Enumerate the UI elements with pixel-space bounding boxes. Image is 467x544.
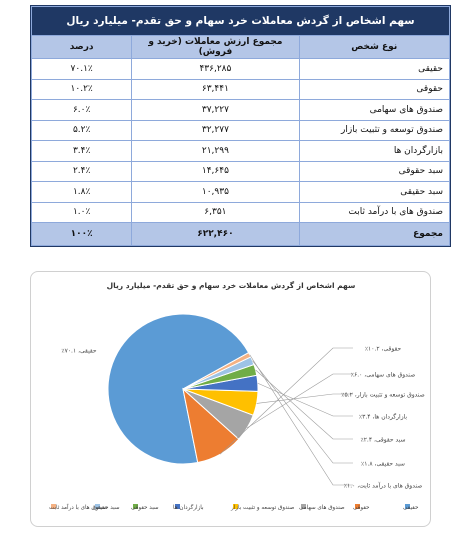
table-row: ۲.۴٪ ۱۴,۶۴۵ سبد حقوقی (30, 160, 450, 182)
legend-label: حقیقی (403, 505, 419, 511)
header-value: مجموع ارزش معاملات (خرید و فروش) (131, 35, 300, 59)
data-label: سبد حقیقی، ۱.۸٪ (361, 461, 405, 468)
table-body: ۷۰.۱٪ ۴۳۶,۲۸۵ حقیقی ۱۰.۲٪ ۶۳,۴۴۱ حقوقی ۶… (30, 58, 450, 246)
leader-line (255, 369, 353, 440)
legend-label: حقوقی (353, 505, 370, 511)
legend-item: صندوق های با درآمد ثابت (49, 504, 108, 511)
cell-type: صندوق توسعه و تثبیت بازار (298, 119, 450, 141)
legend-label: سبد حقوقی (131, 505, 159, 511)
legend-swatch (133, 504, 138, 509)
cell-value: ۴۳۶,۲۸۵ (131, 58, 300, 80)
legend-swatch (405, 504, 410, 509)
legend-item: بازارگردان ها (173, 503, 204, 511)
legend-swatch (95, 504, 100, 509)
chart-title: سهم اشخاص از گردش معاملات خرد سهام و حق … (107, 281, 356, 290)
cell-value: ۶۳,۴۴۱ (131, 78, 300, 100)
cell-percent: ۵.۲٪ (30, 119, 133, 141)
legend-swatch (51, 504, 56, 509)
pie-slice (107, 313, 250, 465)
cell-value: ۱۰,۹۳۵ (131, 181, 300, 203)
leader-line (256, 393, 353, 404)
legend-label: صندوق توسعه و تثبیت بازار (230, 505, 295, 511)
cell-type: حقیقی (298, 58, 450, 80)
legend-label: صندوق های با درآمد ثابت (49, 504, 108, 511)
table-row: ۶.۰٪ ۳۷,۲۲۷ صندوق های سهامی (30, 99, 450, 121)
data-label: سبد حقوقی، ۲.۴٪ (360, 437, 405, 444)
cell-percent: ۶.۰٪ (30, 99, 133, 121)
total-label: مجموع (298, 222, 450, 246)
data-label: بازارگردان ها، ۳.۴٪ (359, 413, 408, 421)
cell-percent: ۱.۸٪ (30, 181, 133, 203)
pie-chart: سهم اشخاص از گردش معاملات خرد سهام و حق … (49, 281, 425, 511)
header-type: نوع شخص (298, 35, 450, 59)
leader-line (246, 373, 353, 429)
table-row: ۱۰.۲٪ ۶۳,۴۴۱ حقوقی (30, 78, 450, 100)
leader-line (257, 383, 353, 417)
table-total-row: ۱۰۰٪ ۶۲۲,۴۶۰ مجموع (30, 222, 450, 246)
legend-swatch (355, 504, 360, 509)
legend-item: صندوق های سهامی (299, 504, 345, 511)
legend-swatch (233, 504, 238, 509)
data-label: صندوق های سهامی، ۶.۰٪ (351, 372, 415, 379)
header-percent: درصد (30, 35, 133, 59)
cell-type: صندوق های سهامی (298, 99, 450, 121)
cell-value: ۳۲,۲۷۷ (131, 119, 300, 141)
cell-percent: ۱.۰٪ (30, 201, 133, 223)
table-row: ۵.۲٪ ۳۲,۲۷۷ صندوق توسعه و تثبیت بازار (30, 119, 450, 141)
legend-item: حقیقی (403, 504, 419, 511)
legend-item: حقوقی (353, 504, 370, 511)
cell-value: ۱۴,۶۴۵ (131, 160, 300, 182)
stats-table: سهم اشخاص از گردش معاملات خرد سهام و حق … (30, 6, 450, 246)
data-label: صندوق توسعه و تثبیت بازار، ۵.۲٪ (341, 392, 424, 399)
table-row: ۷۰.۱٪ ۴۳۶,۲۸۵ حقیقی (30, 58, 450, 80)
stats-table-container: سهم اشخاص از گردش معاملات خرد سهام و حق … (30, 5, 451, 247)
cell-percent: ۷۰.۱٪ (30, 58, 133, 80)
data-label: حقوقی، ۱۰.۲٪ (365, 346, 402, 353)
legend-item: صندوق توسعه و تثبیت بازار (230, 504, 295, 511)
data-label: حقیقی، ۷۰.۱٪ (61, 348, 97, 355)
cell-type: صندوق های با درآمد ثابت (298, 201, 450, 223)
legend-label: بازارگردان ها (173, 503, 204, 511)
legend-swatch (301, 504, 306, 509)
leader-line (219, 347, 353, 455)
cell-type: حقوقی (298, 78, 450, 100)
cell-type: سبد حقوقی (298, 160, 450, 182)
table-title: سهم اشخاص از گردش معاملات خرد سهام و حق … (31, 6, 450, 36)
cell-type: بازارگردان ها (298, 140, 450, 162)
legend-swatch (175, 504, 180, 509)
leader-line (252, 360, 353, 464)
legend-label: سبد حقیقی (93, 505, 120, 511)
legend-item: سبد حقیقی (93, 504, 120, 511)
table-row: ۳.۴٪ ۲۱,۲۹۹ بازارگردان ها (30, 140, 450, 162)
cell-percent: ۳.۴٪ (30, 140, 133, 162)
pie-chart-card: سهم اشخاص از گردش معاملات خرد سهام و حق … (30, 271, 431, 527)
cell-value: ۲۱,۲۹۹ (131, 140, 300, 162)
table-row: ۱.۸٪ ۱۰,۹۳۵ سبد حقیقی (30, 181, 450, 203)
table-row: ۱.۰٪ ۶,۳۵۱ صندوق های با درآمد ثابت (30, 201, 450, 223)
legend-item: سبد حقوقی (131, 504, 159, 511)
cell-percent: ۱۰.۲٪ (30, 78, 133, 100)
data-label: صندوق های با درآمد ثابت، ۱.۰٪ (344, 481, 423, 490)
cell-value: ۳۷,۲۲۷ (131, 99, 300, 121)
cell-percent: ۲.۴٪ (30, 160, 133, 182)
total-value: ۶۲۲,۴۶۰ (131, 222, 300, 246)
leader-line (249, 354, 353, 486)
cell-value: ۶,۳۵۱ (131, 201, 300, 223)
total-percent: ۱۰۰٪ (30, 222, 133, 246)
cell-type: سبد حقیقی (298, 181, 450, 203)
legend-label: صندوق های سهامی (299, 505, 345, 511)
